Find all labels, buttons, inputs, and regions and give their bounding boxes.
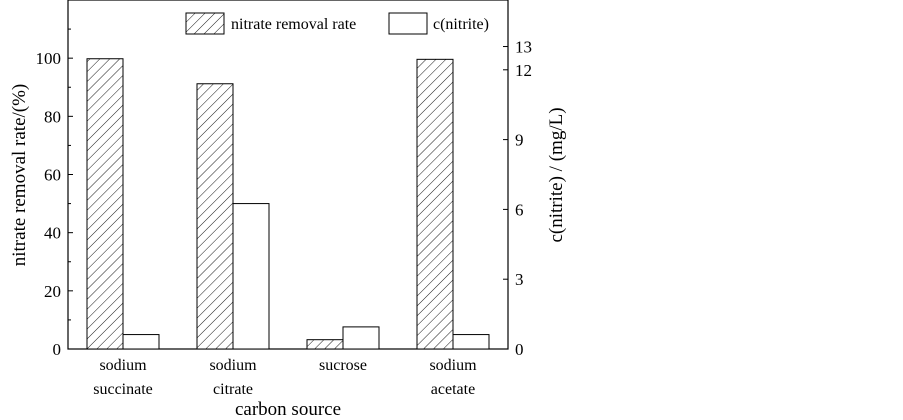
category-label: sodium citrate (209, 357, 257, 398)
left-tick-label: 60 (44, 166, 61, 185)
legend-swatch-hatched (185, 12, 225, 35)
left-tick-label: 20 (44, 282, 61, 301)
left-axis-ticks: 0 20 40 60 80 100 (36, 28, 73, 359)
right-tick-label: 3 (515, 270, 524, 289)
bars (86, 58, 490, 350)
left-tick-label: 0 (53, 340, 62, 359)
legend-swatch-empty (388, 12, 428, 35)
legend-label-c-nitrite: c(nitrite) (433, 16, 489, 33)
bar-c-nitrite (122, 334, 160, 350)
category-label: sucrose (319, 357, 367, 374)
bar-nitrate-removal-rate (306, 339, 344, 350)
y2-axis-title: c(nitrite) / (mg/L) (546, 107, 567, 242)
bar-c-nitrite (232, 203, 270, 350)
left-tick-label: 40 (44, 224, 61, 243)
left-tick-label: 100 (36, 49, 62, 68)
category-labels: sodium succinate sodium citrate sucrose sodiu… (93, 357, 477, 398)
right-tick-label: 12 (515, 61, 532, 80)
legend-label-nitrate-removal-rate: nitrate removal rate (231, 16, 356, 33)
bar-nitrate-removal-rate (86, 58, 124, 350)
category-label: sodium succinate (93, 357, 153, 398)
y-axis-title: nitrate removal rate/(%) (9, 84, 30, 267)
right-axis-ticks: 0 3 6 9 12 13 (503, 38, 532, 359)
left-tick-label: 80 (44, 107, 61, 126)
bar-nitrate-removal-rate (196, 83, 234, 350)
right-tick-label: 9 (515, 131, 524, 150)
bar-c-nitrite (342, 326, 380, 350)
category-label: sodium acetate (429, 357, 477, 398)
right-tick-label: 0 (515, 340, 524, 359)
bar-c-nitrite (452, 334, 490, 350)
bar-nitrate-removal-rate (416, 58, 454, 350)
right-tick-label: 13 (515, 38, 532, 57)
right-tick-label: 6 (515, 200, 524, 219)
x-axis-title: carbon source (235, 399, 341, 420)
legend: nitrate removal rate c(nitrite) (185, 12, 489, 35)
